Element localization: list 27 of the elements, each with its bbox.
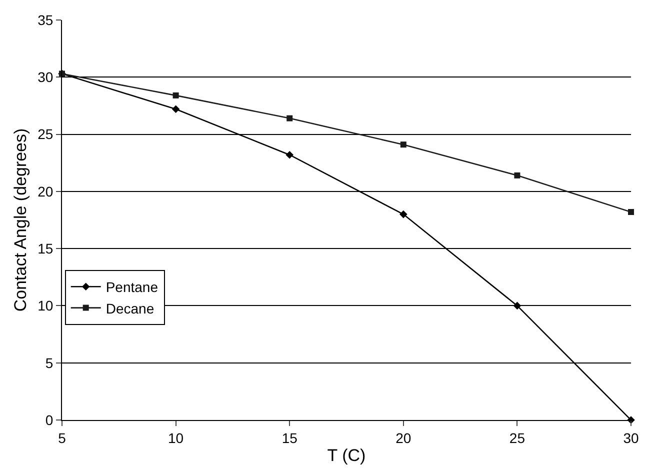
y-tick-label: 20	[38, 183, 54, 200]
point	[514, 172, 520, 178]
point	[172, 105, 180, 114]
y-tick-label: 25	[38, 126, 54, 142]
x-tick-label: 30	[623, 430, 639, 446]
point	[628, 209, 634, 215]
y-tick-label: 10	[38, 298, 54, 314]
x-tick-label: 25	[509, 430, 526, 446]
legend-label: Decane	[106, 300, 154, 316]
y-tick-label: 30	[38, 69, 54, 86]
point	[400, 210, 408, 218]
y-axis-title: Contact Angle (degrees)	[11, 128, 30, 312]
point	[513, 302, 522, 310]
y-tick-label: 15	[38, 240, 54, 256]
point	[286, 150, 294, 159]
point	[286, 115, 293, 122]
y-tick-label: 5	[45, 354, 54, 371]
x-tick-label: 20	[396, 430, 412, 446]
x-axis-title: T (C)	[327, 446, 366, 466]
x-tick-label: 5	[58, 430, 66, 446]
point	[400, 142, 406, 148]
point	[172, 92, 179, 98]
legend-label: Pentane	[106, 279, 158, 296]
x-tick-label: 15	[282, 430, 298, 446]
y-tick-label: 0	[45, 412, 54, 428]
y-tick-label: 35	[38, 12, 54, 28]
x-tick-label: 10	[168, 430, 184, 446]
